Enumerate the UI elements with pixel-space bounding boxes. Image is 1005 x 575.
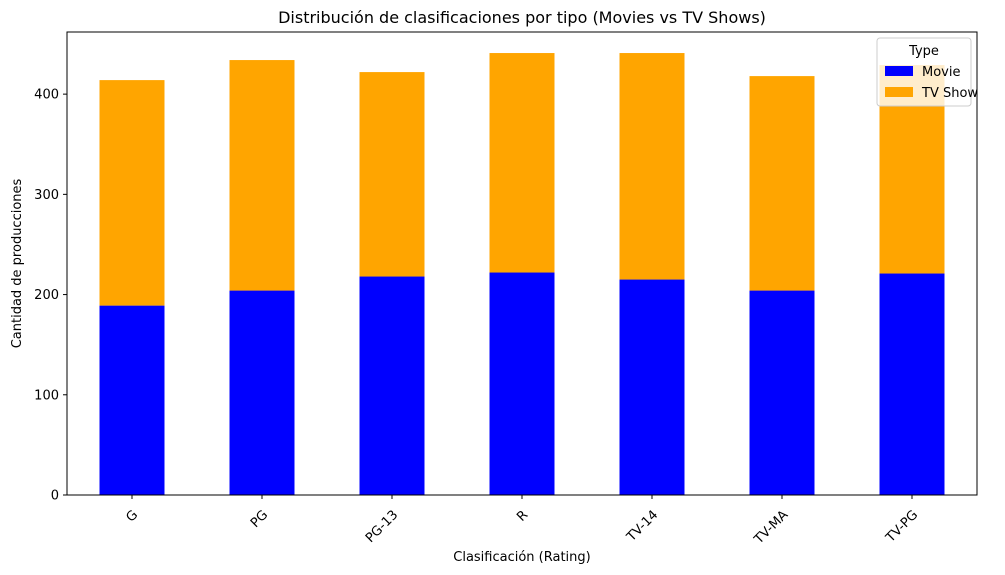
bar-tv-show-tv-14	[619, 53, 685, 280]
y-tick-label: 0	[51, 489, 59, 504]
x-tick-label: TV-MA	[751, 508, 791, 548]
x-tick-label: G	[124, 508, 142, 526]
y-axis-label: Cantidad de producciones	[10, 178, 25, 348]
plot-area: G PG PG-13 R TV-14 TV-MA TV-PG 0 100 200 300 400	[34, 31, 978, 548]
bar-movie-pg-13	[359, 276, 425, 495]
legend-swatch-movie	[885, 66, 913, 76]
bar-movie-pg	[229, 290, 295, 495]
x-tick-label: PG-13	[363, 508, 401, 546]
bar-tv-show-g	[99, 80, 165, 306]
bar-tv-show-pg	[229, 60, 295, 291]
bar-movie-tv-ma	[749, 290, 815, 495]
axes-frame	[66, 31, 978, 496]
y-tick-label: 300	[34, 188, 59, 203]
legend-title: Type	[908, 44, 939, 59]
bar-tv-show-r	[489, 53, 555, 273]
y-tick-label: 200	[34, 288, 59, 303]
y-tick-label: 100	[34, 388, 59, 403]
bar-tv-show-pg-13	[359, 72, 425, 277]
bar-movie-tv-pg	[879, 273, 945, 495]
bar-movie-r	[489, 272, 555, 495]
y-tick-label: 400	[34, 88, 59, 103]
legend-label-tv-show: TV Show	[921, 86, 978, 101]
chart-title: Distribución de clasificaciones por tipo…	[278, 8, 766, 27]
x-tick-label: TV-14	[624, 508, 662, 546]
legend-swatch-tv-show	[885, 87, 913, 97]
legend-label-movie: Movie	[922, 65, 960, 80]
bar-movie-g	[99, 305, 165, 495]
x-tick-label: TV-PG	[883, 508, 922, 547]
bar-movie-tv-14	[619, 279, 685, 495]
x-tick-label: R	[514, 508, 531, 525]
x-axis-label: Clasificación (Rating)	[453, 550, 590, 565]
legend: Type Movie TV Show	[876, 37, 978, 107]
bar-tv-show-tv-ma	[749, 76, 815, 291]
x-tick-label: PG	[248, 508, 271, 531]
